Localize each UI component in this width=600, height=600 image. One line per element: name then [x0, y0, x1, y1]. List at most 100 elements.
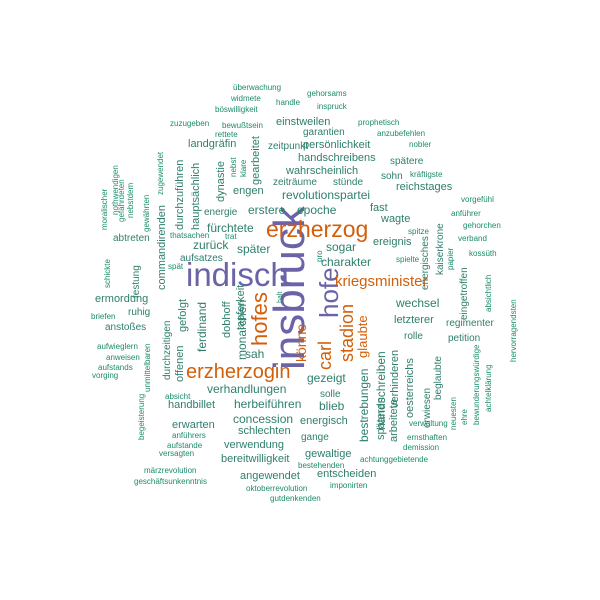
word-erwarten: erwarten — [172, 419, 215, 431]
word-bewußtsein: bewußtsein — [222, 121, 263, 130]
word-ferdinand: ferdinand — [195, 301, 209, 352]
word-gehorchen: gehorchen — [463, 221, 501, 230]
word-spielte: spielte — [396, 255, 420, 264]
word-charakter: charakter — [321, 255, 372, 269]
word-anweisen: anweisen — [106, 353, 140, 362]
word-rettete: rettete — [215, 130, 238, 139]
word-spitze: spitze — [408, 227, 429, 236]
word-papier: papier — [446, 247, 455, 270]
word-erstere: erstere — [248, 203, 286, 217]
word-anzubefehlen: anzubefehlen — [377, 129, 426, 138]
word-fürchtete: fürchtete — [207, 221, 254, 235]
word-durchzeitigen: durchzeitigen — [162, 320, 173, 380]
word-zeitpunkt: zeitpunkt — [268, 141, 309, 152]
word-dobhoff: dobhoff — [221, 301, 233, 338]
word-aufsatzes: aufsatzes — [180, 253, 223, 264]
word-gewaltige: gewaltige — [305, 448, 352, 460]
word-gefährdeten: gefährdeten — [117, 179, 126, 222]
word-sogar: sogar — [326, 240, 357, 254]
word-persönlichkeit: persönlichkeit — [303, 139, 371, 151]
word-aufstands: aufstands — [98, 363, 133, 372]
word-thatsachen: thatsachen — [170, 231, 210, 240]
word-verhandlungen: verhandlungen — [207, 382, 287, 396]
word-halt: halt — [277, 291, 284, 303]
word-überwachung: überwachung — [233, 83, 282, 92]
word-sohn: sohn — [381, 171, 403, 182]
word-offenen: offenen — [174, 345, 186, 382]
word-oktoberrevolution: oktoberrevolution — [246, 484, 308, 493]
word-aufstande: aufstande — [167, 441, 203, 450]
word-dynastie: dynastie — [215, 161, 227, 202]
word-ruhig: ruhig — [128, 307, 151, 318]
word-kriegsminister: kriegsminister — [335, 273, 428, 290]
word-zugewendet: zugewendet — [156, 151, 165, 195]
word-landgräfin: landgräfin — [188, 138, 237, 150]
word-gezeigt: gezeigt — [307, 371, 346, 385]
word-könne: könne — [293, 323, 309, 362]
word-pro: pro — [315, 250, 324, 262]
word-hauptsächlich: hauptsächlich — [190, 162, 202, 230]
word-prophetisch: prophetisch — [358, 118, 400, 127]
word-glaubte: glaubte — [355, 315, 370, 358]
word-energisch: energisch — [300, 415, 348, 427]
word-vorging: vorging — [92, 371, 119, 380]
word-fast: fast — [370, 202, 388, 214]
word-bereitwilligkeit: bereitwilligkeit — [221, 453, 290, 465]
word-gange: gange — [301, 432, 329, 443]
word-imponirten: imponirten — [330, 481, 368, 490]
word-garantien: garantien — [303, 127, 345, 138]
word-hervorragendsten: hervorragendsten — [509, 299, 518, 362]
word-aufwieglern: aufwieglern — [97, 342, 138, 351]
word-stadion: stadion — [337, 303, 357, 362]
word-geschäftsunkenntnis: geschäftsunkenntnis — [134, 477, 207, 486]
word-kräftigste: kräftigste — [410, 170, 443, 179]
word-demission: demission — [403, 443, 440, 452]
word-begeisterung: begeisterung — [137, 393, 146, 440]
word-erzherzog: erzherzog — [266, 216, 369, 242]
word-entscheiden: entscheiden — [317, 468, 377, 480]
word-ereignis: ereignis — [373, 236, 412, 248]
word-engen: engen — [233, 185, 264, 197]
word-schlechten: schlechten — [238, 425, 291, 437]
word-schickte: schickte — [103, 259, 112, 288]
word-klare: klare — [239, 159, 248, 177]
word-oesterreichs: oesterreichs — [404, 358, 416, 418]
word-spät: spät — [168, 262, 184, 271]
word-wagte: wagte — [381, 213, 411, 225]
word-moralischer: moralischer — [100, 188, 109, 230]
word-märzrevolution: märzrevolution — [144, 466, 197, 475]
word-böswilligkeit: böswilligkeit — [215, 105, 258, 114]
word-energisches: energisches — [420, 236, 431, 290]
word-epoche: epoche — [297, 203, 337, 217]
word-zurück: zurück — [193, 238, 229, 252]
word-abtreten: abtreten — [113, 233, 150, 244]
word-verhinderen: verhinderen — [389, 349, 401, 408]
word-nobler: nobler — [409, 140, 432, 149]
word-sah: sah — [245, 347, 265, 361]
word-hofes: hofes — [247, 292, 272, 346]
word-handbillet: handbillet — [168, 399, 216, 411]
word-kaiserkrone: kaiserkrone — [435, 223, 446, 275]
word-ehre: ehre — [460, 408, 469, 425]
word-inspruck: inspruck — [317, 102, 347, 111]
word-festung: festung — [131, 265, 142, 298]
word-achtunggebietende: achtunggebietende — [360, 455, 429, 464]
word-beglaubte: beglaubte — [433, 356, 444, 400]
word-widmete: widmete — [231, 94, 261, 103]
word-verwaltung: verwaltung — [409, 419, 448, 428]
word-ernsthaften: ernsthaften — [407, 433, 448, 442]
word-gearbeitet: gearbeitet — [250, 136, 262, 185]
word-solle: solle — [320, 389, 341, 400]
word-spätere: spätere — [390, 156, 424, 167]
word-commandirenden: commandirenden — [156, 205, 168, 290]
word-eingetroffen: eingetroffen — [459, 267, 470, 320]
word-trat: trat — [225, 232, 237, 241]
word-regimenter: regimenter — [446, 318, 494, 329]
word-achtelklärung: achtelklärung — [484, 364, 493, 412]
word-carl: carl — [315, 340, 335, 370]
word-reichstages: reichstages — [396, 181, 453, 193]
word-tapferkeit: tapferkeit — [235, 284, 247, 330]
word-absichtlich: absichtlich — [484, 274, 493, 312]
word-petition: petition — [448, 333, 481, 344]
